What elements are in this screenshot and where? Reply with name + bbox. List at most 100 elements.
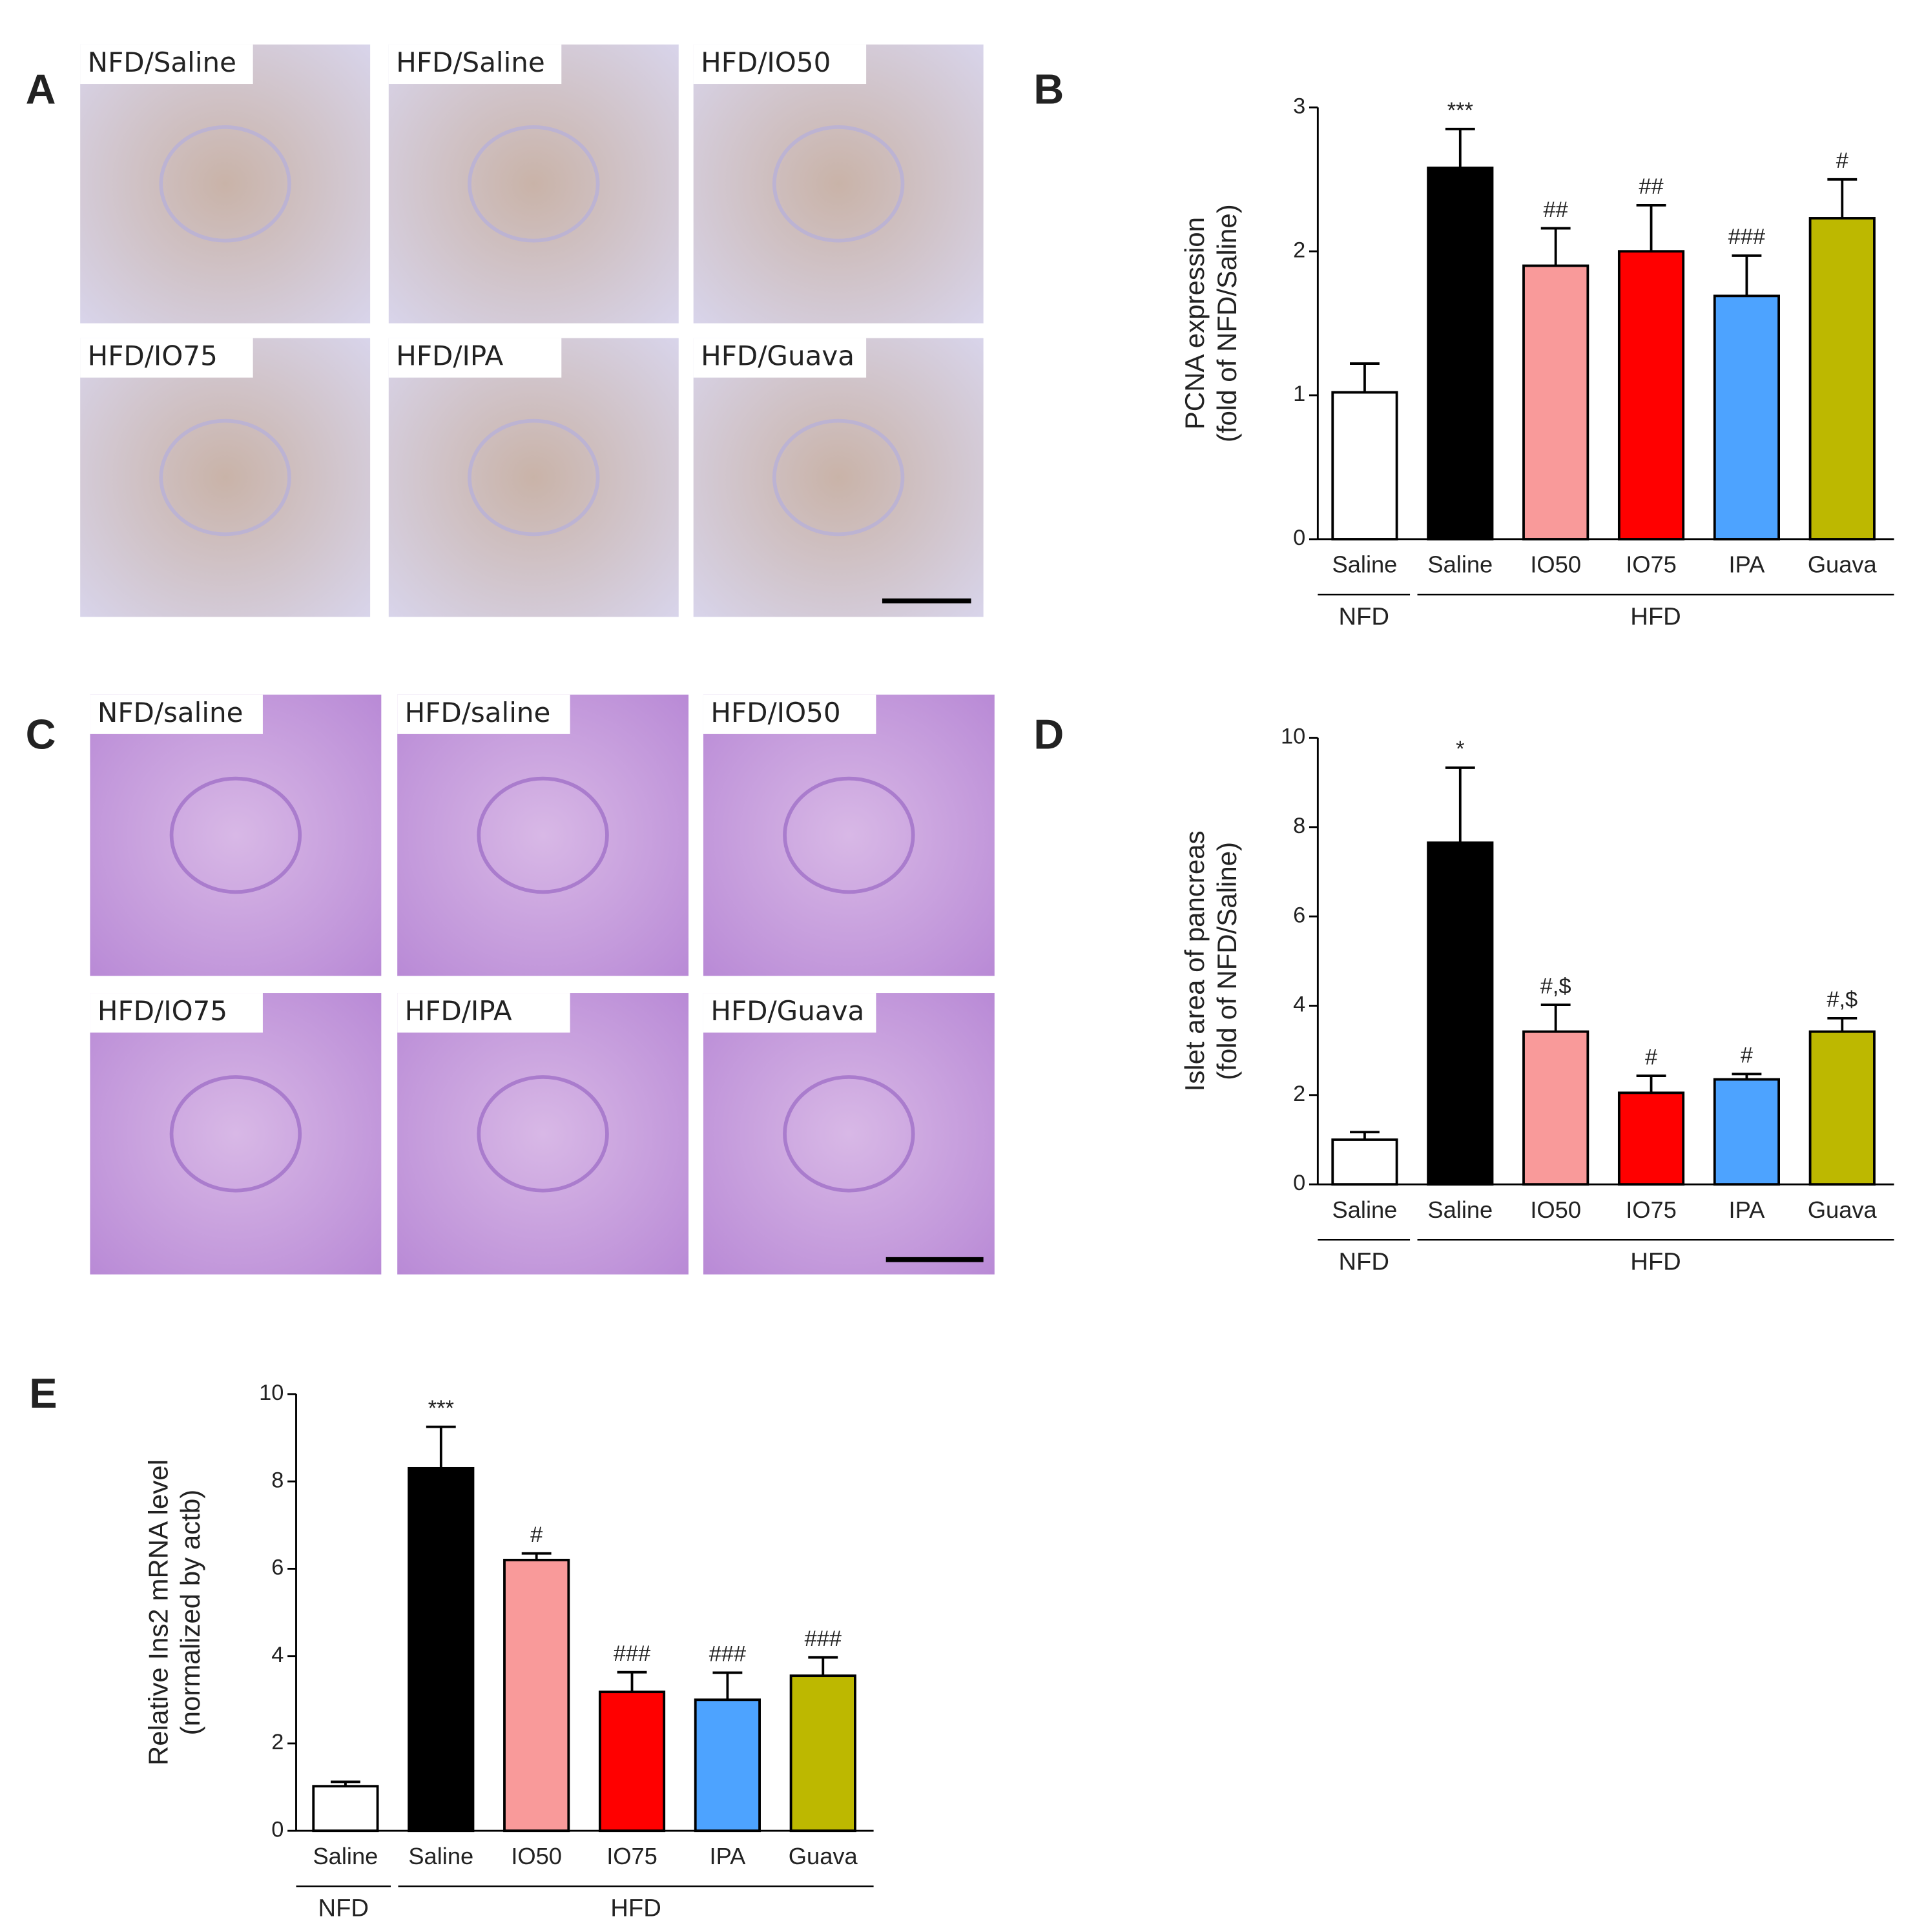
significance-label: *** — [428, 1396, 454, 1421]
x-tick-label: Saline — [313, 1843, 378, 1869]
islet — [468, 418, 600, 537]
image-label: HFD/Saline — [396, 46, 545, 78]
y-axis-label: Islet area of pancreas — [1179, 830, 1210, 1091]
panel-letter: E — [29, 1370, 57, 1417]
y-tick-label: 4 — [1293, 992, 1305, 1017]
x-tick-label: IPA — [1729, 551, 1766, 578]
micrograph — [693, 44, 984, 324]
bar — [1713, 1078, 1780, 1186]
micrograph — [90, 993, 382, 1275]
group-label: HFD — [610, 1895, 661, 1922]
y-axis-label: PCNA expression — [1179, 217, 1210, 429]
group-label: NFD — [1338, 1248, 1389, 1276]
micrograph — [388, 44, 679, 324]
group-label: NFD — [318, 1895, 369, 1922]
image-label: HFD/IO75 — [88, 340, 218, 372]
micrograph — [397, 993, 689, 1275]
panel-letter: D — [1033, 711, 1064, 758]
bar — [1427, 841, 1494, 1186]
micrograph — [80, 338, 371, 617]
x-tick-label: Guava — [1808, 1197, 1878, 1223]
significance-label: * — [1456, 737, 1464, 761]
islet — [169, 776, 302, 894]
islet — [783, 776, 915, 894]
significance-label: # — [1645, 1045, 1657, 1069]
islet — [783, 1075, 915, 1193]
micrograph — [388, 338, 679, 617]
islet — [468, 125, 600, 243]
significance-label: ### — [805, 1627, 842, 1651]
y-tick-label: 3 — [1293, 94, 1305, 118]
islet — [169, 1075, 302, 1193]
bar — [1713, 294, 1780, 540]
image-label: HFD/Guava — [710, 995, 864, 1027]
significance-label: # — [1836, 149, 1848, 173]
y-axis-label: Relative Ins2 mRNA level — [143, 1459, 173, 1765]
significance-label: #,$ — [1827, 987, 1858, 1012]
significance-label: # — [530, 1523, 543, 1547]
bar — [1617, 250, 1685, 540]
x-tick-label: Saline — [408, 1843, 473, 1869]
y-tick-label: 0 — [1293, 526, 1305, 550]
y-axis-label: (fold of NFD/Saline) — [1212, 842, 1242, 1080]
image-label-bg — [80, 44, 253, 85]
micrograph — [90, 694, 382, 976]
image-label: HFD/IO75 — [98, 995, 227, 1027]
significance-label: # — [1741, 1043, 1753, 1068]
x-tick-label: Guava — [1808, 551, 1878, 578]
bar — [1331, 391, 1398, 540]
image-label: HFD/IO50 — [710, 697, 840, 728]
image-label-bg — [90, 993, 263, 1033]
bar — [598, 1690, 666, 1833]
y-tick-label: 4 — [271, 1643, 284, 1667]
x-tick-label: IPA — [1729, 1197, 1766, 1223]
y-tick-label: 2 — [1293, 238, 1305, 262]
significance-label: ## — [1544, 198, 1568, 222]
x-tick-label: Saline — [1332, 1197, 1398, 1223]
x-tick-label: IO75 — [606, 1843, 657, 1869]
micrograph — [703, 993, 995, 1275]
image-label: HFD/saline — [405, 697, 551, 728]
y-tick-label: 10 — [259, 1381, 284, 1405]
micrograph — [80, 44, 371, 324]
group-label: HFD — [1630, 1248, 1681, 1276]
bar — [1331, 1138, 1398, 1186]
micrograph — [397, 694, 689, 976]
y-tick-label: 8 — [1293, 814, 1305, 838]
x-tick-label: Saline — [1427, 551, 1493, 578]
islet — [772, 125, 905, 243]
image-label: HFD/Guava — [701, 340, 854, 372]
x-tick-label: IPA — [709, 1843, 746, 1869]
y-tick-label: 0 — [271, 1817, 284, 1842]
islet — [477, 1075, 609, 1193]
group-label: HFD — [1630, 602, 1681, 630]
image-label: HFD/IPA — [396, 340, 503, 372]
panel-letter: A — [26, 66, 56, 113]
y-tick-label: 6 — [1293, 903, 1305, 927]
image-label: NFD/Saline — [88, 46, 236, 78]
panel-letter: C — [26, 711, 56, 758]
x-tick-label: IO75 — [1626, 551, 1677, 578]
islet — [772, 418, 905, 537]
y-axis-label: (fold of NFD/Saline) — [1212, 204, 1242, 442]
significance-label: ### — [709, 1642, 746, 1667]
x-tick-label: IO50 — [1530, 1197, 1581, 1223]
micrograph — [693, 338, 984, 617]
bar — [408, 1466, 475, 1833]
y-tick-label: 2 — [1293, 1082, 1305, 1106]
image-label-bg — [703, 694, 876, 734]
y-tick-label: 1 — [1293, 382, 1305, 406]
bar — [1617, 1091, 1685, 1186]
image-label-bg — [703, 993, 876, 1033]
image-label: NFD/saline — [98, 697, 243, 728]
x-tick-label: Guava — [789, 1843, 858, 1869]
image-label: HFD/IPA — [405, 995, 512, 1027]
bar — [1808, 1030, 1876, 1186]
y-axis-label: (normalized by actb) — [175, 1490, 205, 1736]
bar — [694, 1698, 761, 1833]
bar — [312, 1785, 379, 1833]
bar — [1522, 1030, 1589, 1186]
islet — [159, 125, 291, 243]
